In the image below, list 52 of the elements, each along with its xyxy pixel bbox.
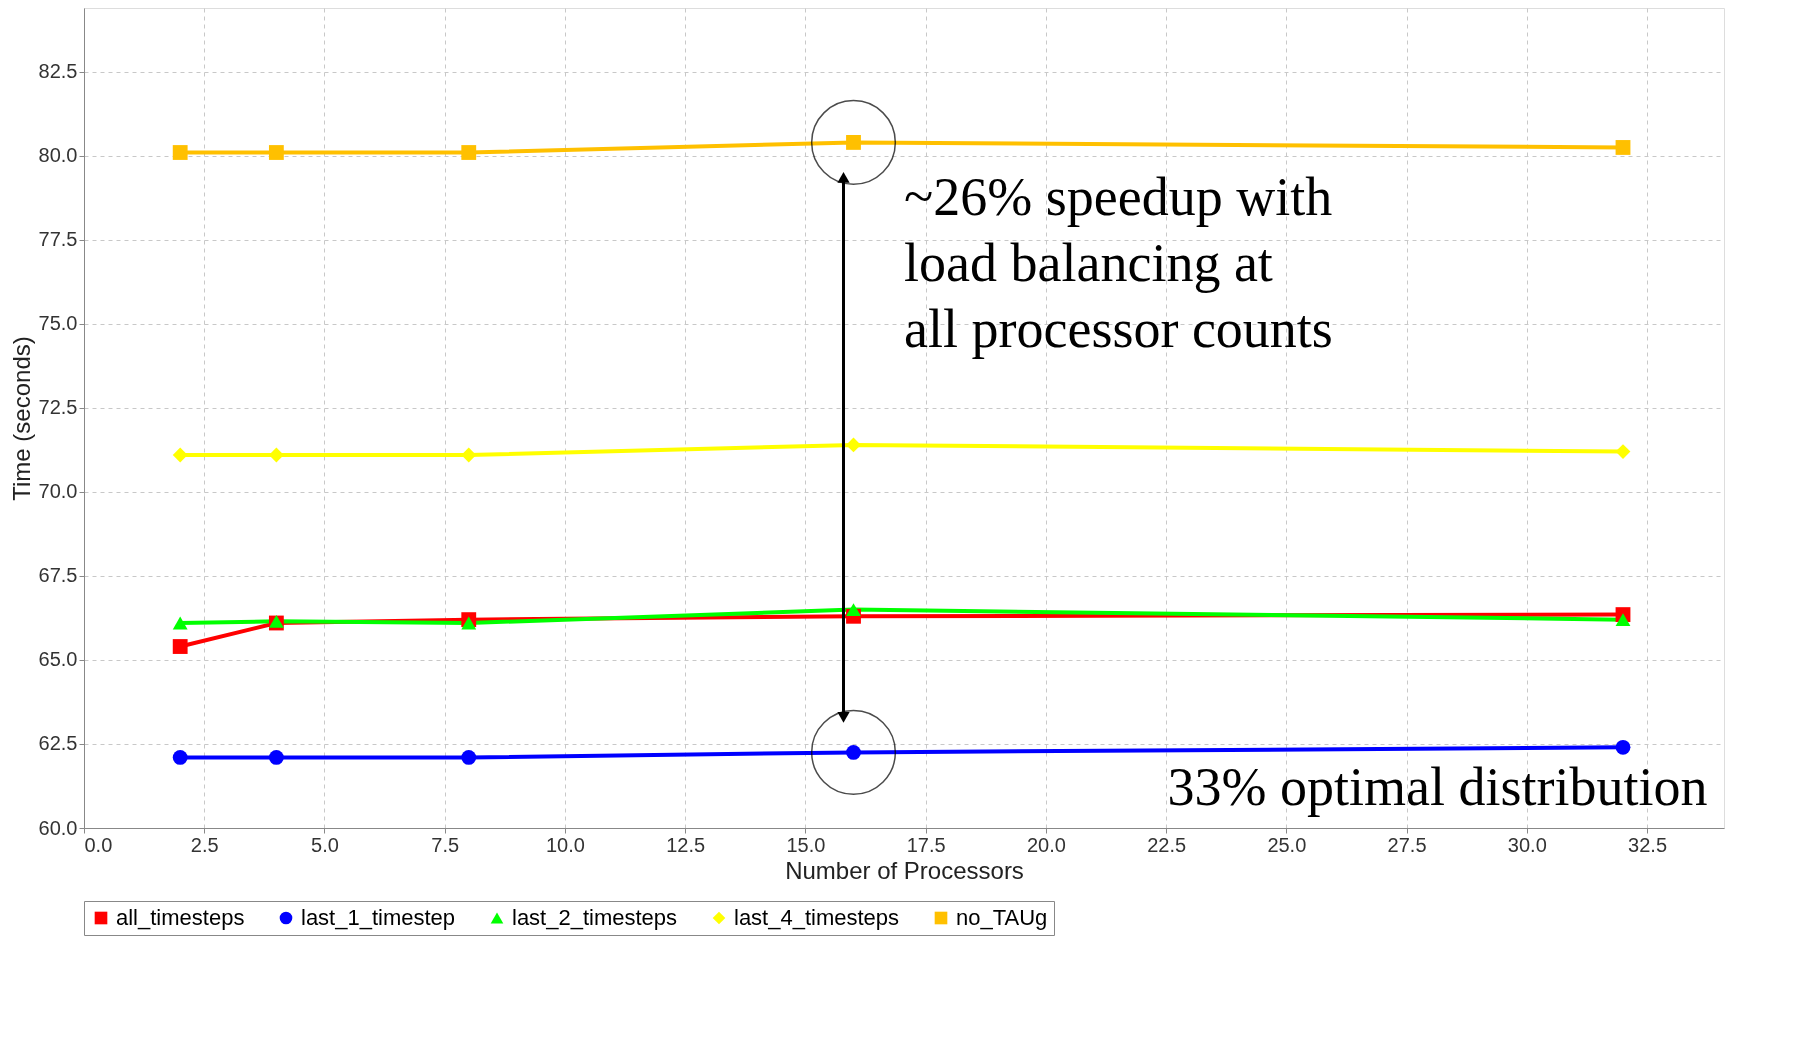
y-tick-label: 62.5	[38, 732, 78, 755]
y-axis-title: Time (seconds)	[7, 336, 35, 501]
point	[461, 447, 477, 463]
annotation: 33% optimal distribution	[1167, 756, 1708, 817]
y-tick-label: 72.5	[38, 396, 78, 419]
x-tick-label: 22.5	[1147, 833, 1187, 856]
point	[846, 135, 861, 150]
point	[1615, 613, 1631, 627]
x-tick-label: 15.0	[786, 833, 826, 856]
point	[268, 145, 284, 160]
y-tick-label: 77.5	[38, 228, 78, 251]
x-tick-label: 5.0	[311, 833, 339, 856]
legend-label: last_2_timesteps	[512, 905, 678, 930]
x-tick-label: 0.0	[84, 833, 113, 856]
x-tick-label: 25.0	[1267, 833, 1307, 856]
annotation: ~26% speedup with load balancing at all processor counts	[904, 167, 1333, 359]
x-axis-title: Number of Processors	[785, 856, 1024, 884]
point	[172, 145, 188, 160]
legend-label: last_4_timesteps	[734, 905, 900, 930]
x-tick-label: 12.5	[666, 833, 706, 856]
y-tick-label: 75.0	[38, 312, 78, 335]
point	[461, 616, 477, 630]
x-tick-label: 7.5	[431, 833, 460, 856]
y-tick-label: 70.0	[38, 480, 78, 503]
x-tick-label: 27.5	[1387, 833, 1427, 856]
point	[1615, 444, 1631, 460]
point	[461, 145, 477, 160]
y-tick-label: 60.0	[38, 816, 78, 839]
point	[172, 447, 188, 463]
point	[172, 616, 188, 630]
point	[1615, 739, 1631, 755]
x-tick-label: 2.5	[190, 833, 219, 856]
legend-label: all_timesteps	[116, 905, 245, 930]
legend-label: last_1_timestep	[301, 905, 456, 930]
y-tick-label: 82.5	[38, 60, 78, 83]
x-tick-label: 17.5	[906, 833, 946, 856]
x-tick-label: 32.5	[1628, 833, 1668, 856]
point	[268, 750, 284, 765]
legend-label: no_TAUg	[956, 905, 1048, 930]
x-tick-label: 20.0	[1026, 833, 1066, 856]
y-tick-label: 67.5	[38, 564, 78, 587]
x-tick-label: 10.0	[545, 833, 585, 856]
point	[846, 603, 861, 616]
x-tick-label: 30.0	[1507, 833, 1547, 856]
point	[172, 750, 188, 765]
y-tick-label: 80.0	[38, 144, 78, 167]
y-tick-label: 65.0	[38, 648, 78, 671]
point	[461, 750, 477, 765]
point	[172, 639, 188, 654]
point	[846, 437, 861, 453]
point	[846, 744, 861, 760]
point	[1615, 140, 1631, 155]
